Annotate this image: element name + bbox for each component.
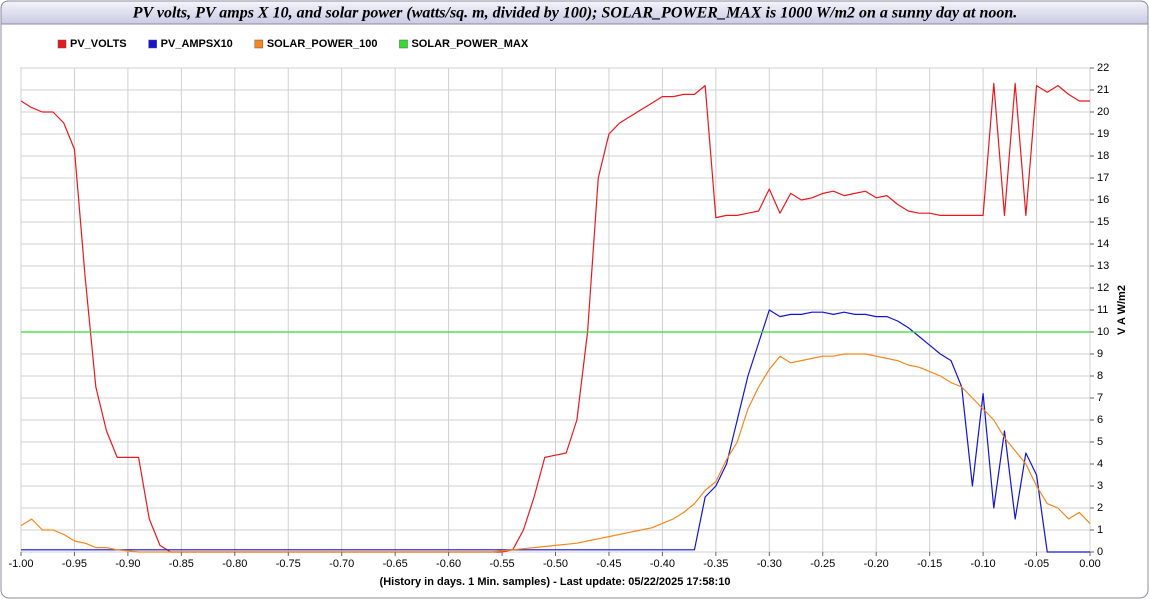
y-tick-label: 20 (1097, 106, 1109, 118)
y-tick-label: 14 (1097, 238, 1109, 250)
legend: PV_VOLTS PV_AMPSX10 SOLAR_POWER_100 SOLAR_P… (57, 38, 529, 50)
series-line (20, 353, 1091, 553)
x-tick-label: -0.30 (757, 558, 782, 570)
y-tick-label: 0 (1097, 546, 1103, 558)
y-tick-label: 17 (1097, 172, 1109, 184)
y-tick-label: 6 (1097, 414, 1103, 426)
x-tick-label: -0.25 (810, 558, 835, 570)
y-tick-label: 13 (1097, 260, 1109, 272)
x-tick-label: -1.00 (8, 558, 33, 570)
legend-swatch (399, 39, 408, 49)
x-axis-label: (History in days. 1 Min. samples) - Last… (380, 576, 731, 588)
x-tick-label: -0.85 (169, 558, 194, 570)
x-tick-label: -0.95 (62, 558, 87, 570)
y-tick-label: 3 (1097, 480, 1103, 492)
x-tick-label: 0.00 (1079, 558, 1100, 570)
x-tick-label: -0.45 (596, 558, 621, 570)
y-tick-label: 5 (1097, 436, 1103, 448)
y-tick-label: 1 (1097, 524, 1103, 536)
y-tick-label: 15 (1097, 216, 1109, 228)
y-tick-label: 21 (1097, 84, 1109, 96)
y-tick-label: 18 (1097, 150, 1109, 162)
legend-swatch (254, 39, 264, 49)
x-tick-label: -0.15 (917, 558, 942, 570)
legend-label: PV_VOLTS (70, 38, 127, 50)
x-tick-label: -0.60 (436, 558, 461, 570)
y-tick-label: 2 (1097, 502, 1103, 514)
title-bar (0, 0, 1149, 25)
legend-label: PV_AMPSX10 (161, 38, 233, 50)
x-tick-label: -0.35 (703, 558, 728, 570)
legend-swatch (57, 39, 67, 49)
x-tick-label: -0.10 (971, 558, 996, 570)
y-tick-label: 11 (1097, 304, 1108, 316)
y-tick-label: 7 (1097, 392, 1103, 404)
y-tick-label: 12 (1097, 282, 1109, 294)
x-tick-label: -0.20 (864, 558, 889, 570)
y-tick-label: 22 (1097, 62, 1109, 74)
x-tick-label: -0.80 (222, 558, 247, 570)
x-tick-label: -0.90 (115, 558, 140, 570)
series-line (21, 309, 1090, 553)
legend-label: SOLAR_POWER_100 (267, 38, 378, 50)
x-tick-label: -0.70 (329, 558, 354, 570)
grid (20, 67, 1091, 553)
x-tick-label: -0.50 (543, 558, 568, 570)
x-tick-label: -0.55 (490, 558, 515, 570)
axes: -1.00 -0.95 -0.90 -0.85 -0.80 -0.75 -0.70 -0.65… (8, 62, 1109, 570)
y-tick-label: 10 (1097, 326, 1109, 338)
y-tick-label: 4 (1097, 458, 1103, 470)
x-tick-label: -0.05 (1024, 558, 1049, 570)
legend-swatch (148, 39, 157, 49)
chart-title: PV volts, PV amps X 10, and solar power … (132, 5, 1018, 22)
y-tick-label: 16 (1097, 194, 1109, 206)
legend-label: SOLAR_POWER_MAX (411, 38, 528, 50)
y-tick-label: 19 (1097, 128, 1109, 140)
series-lines (20, 82, 1091, 553)
y-tick-label: 9 (1097, 348, 1103, 360)
x-tick-label: -0.65 (383, 558, 408, 570)
y-tick-label: 8 (1097, 370, 1103, 382)
x-tick-label: -0.75 (276, 558, 301, 570)
y-axis-label: V A W/m2 (1116, 285, 1128, 335)
x-tick-label: -0.40 (650, 558, 675, 570)
